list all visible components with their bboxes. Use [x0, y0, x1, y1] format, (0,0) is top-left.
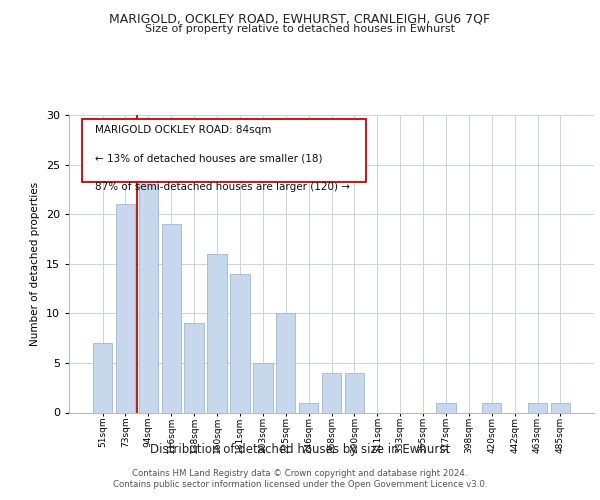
Bar	[322, 373, 341, 412]
Text: MARIGOLD, OCKLEY ROAD, EWHURST, CRANLEIGH, GU6 7QF: MARIGOLD, OCKLEY ROAD, EWHURST, CRANLEIG…	[109, 12, 491, 26]
Bar	[139, 164, 158, 412]
Bar	[528, 402, 547, 412]
Bar	[253, 363, 272, 412]
Y-axis label: Number of detached properties: Number of detached properties	[30, 182, 40, 346]
Text: Contains HM Land Registry data © Crown copyright and database right 2024.: Contains HM Land Registry data © Crown c…	[132, 469, 468, 478]
Bar	[276, 314, 295, 412]
Text: ← 13% of detached houses are smaller (18): ← 13% of detached houses are smaller (18…	[95, 154, 323, 164]
Bar	[184, 324, 204, 412]
Text: Contains public sector information licensed under the Open Government Licence v3: Contains public sector information licen…	[113, 480, 487, 489]
Bar	[161, 224, 181, 412]
Bar	[208, 254, 227, 412]
Bar	[230, 274, 250, 412]
Text: Distribution of detached houses by size in Ewhurst: Distribution of detached houses by size …	[150, 442, 450, 456]
FancyBboxPatch shape	[82, 120, 365, 182]
Bar	[344, 373, 364, 412]
Text: Size of property relative to detached houses in Ewhurst: Size of property relative to detached ho…	[145, 24, 455, 34]
Bar	[93, 343, 112, 412]
Bar	[551, 402, 570, 412]
Bar	[482, 402, 502, 412]
Text: 87% of semi-detached houses are larger (120) →: 87% of semi-detached houses are larger (…	[95, 182, 350, 192]
Text: MARIGOLD OCKLEY ROAD: 84sqm: MARIGOLD OCKLEY ROAD: 84sqm	[95, 126, 272, 136]
Bar	[116, 204, 135, 412]
Bar	[436, 402, 455, 412]
Bar	[299, 402, 319, 412]
